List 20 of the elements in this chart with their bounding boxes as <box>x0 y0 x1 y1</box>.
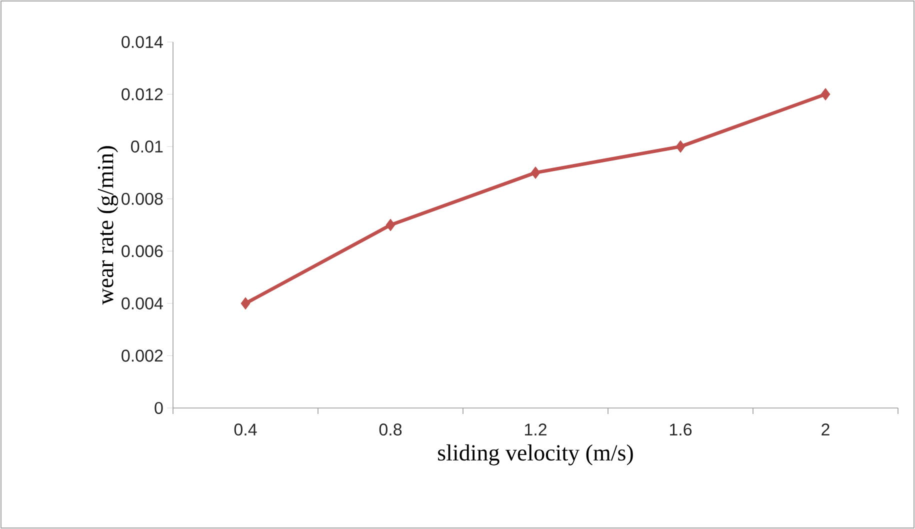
x-tick-label: 0.8 <box>379 424 402 436</box>
y-tick-label: 0.002 <box>122 350 163 362</box>
x-tick-label: 0.4 <box>234 424 257 436</box>
x-tick-label: 1.2 <box>524 424 546 436</box>
point <box>820 88 830 101</box>
y-tick-label: 0.008 <box>122 192 163 205</box>
point <box>676 140 686 153</box>
x-axis-title: sliding velocity (m/s) <box>438 444 633 466</box>
point <box>530 166 540 179</box>
y-tick-label: 0.012 <box>122 88 163 100</box>
y-tick-label: 0 <box>154 402 163 414</box>
y-axis-title: wear rate (g/min) <box>97 146 118 305</box>
y-tick-label: 0.006 <box>122 245 163 258</box>
y-tick-label: 0.014 <box>122 36 163 48</box>
x-tick-label: 2 <box>822 424 830 436</box>
point <box>240 297 250 310</box>
y-tick-label: 0.004 <box>122 297 163 310</box>
x-tick-label: 1.6 <box>670 424 692 436</box>
point <box>386 218 396 232</box>
y-tick-label: 0.01 <box>131 140 163 153</box>
